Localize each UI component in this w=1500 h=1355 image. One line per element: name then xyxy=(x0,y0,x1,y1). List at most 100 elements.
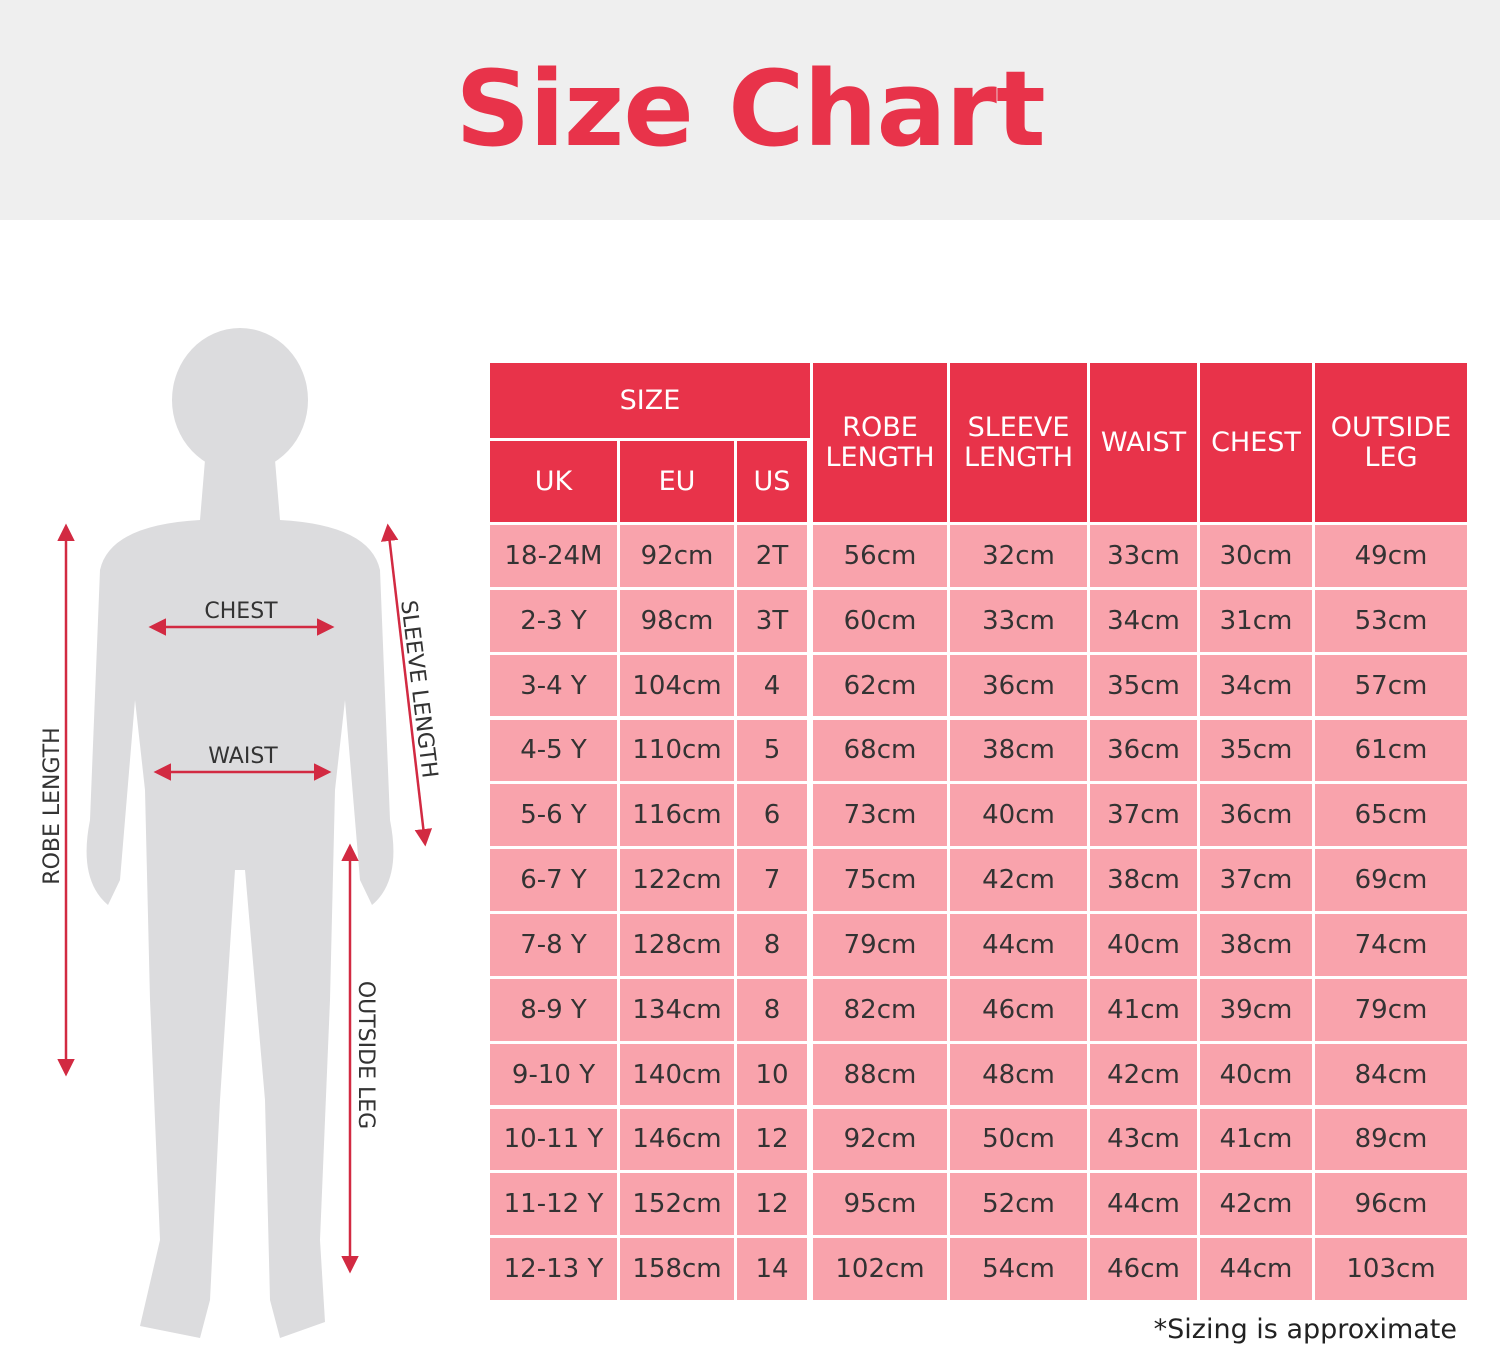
table-cell: 33cm xyxy=(1090,525,1197,587)
column-header: US xyxy=(737,441,807,522)
column-header: SLEEVE LENGTH xyxy=(950,363,1087,522)
table-cell: 8 xyxy=(737,914,807,976)
table-cell: 98cm xyxy=(620,589,734,652)
table-cell: 62cm xyxy=(813,654,947,717)
table-cell: 12 xyxy=(737,1173,807,1236)
table-cell: 75cm xyxy=(813,849,947,911)
column-header: UK xyxy=(490,441,617,522)
table-cell: 116cm xyxy=(620,784,734,847)
table-cell: 82cm xyxy=(813,978,947,1041)
table-cell: 11-12 Y xyxy=(490,1173,617,1236)
table-cell: 40cm xyxy=(950,784,1087,847)
table-cell: 35cm xyxy=(1090,654,1197,717)
table-cell: 92cm xyxy=(620,525,734,587)
table-cell: 44cm xyxy=(1200,1238,1312,1300)
table-cell: 92cm xyxy=(813,1108,947,1171)
table-cell: 54cm xyxy=(950,1238,1087,1300)
table-cell: 14 xyxy=(737,1238,807,1300)
table-cell: 56cm xyxy=(813,525,947,587)
table-cell: 8 xyxy=(737,978,807,1041)
table-cell: 5-6 Y xyxy=(490,784,617,847)
table-cell: 140cm xyxy=(620,1043,734,1106)
table-cell: 52cm xyxy=(950,1173,1087,1236)
table-cell: 34cm xyxy=(1090,589,1197,652)
table-cell: 53cm xyxy=(1315,589,1467,652)
table-cell: 38cm xyxy=(1200,914,1312,976)
label: SLEEVE LENGTH xyxy=(395,599,442,780)
table-cell: 38cm xyxy=(1090,849,1197,911)
silhouette-body xyxy=(86,460,394,1338)
table-cell: 84cm xyxy=(1315,1043,1467,1106)
column-header: OUTSIDE LEG xyxy=(1315,363,1467,522)
table-cell: 68cm xyxy=(813,719,947,782)
table-cell: 30cm xyxy=(1200,525,1312,587)
table-cell: 2T xyxy=(737,525,807,587)
table-cell: 40cm xyxy=(1200,1043,1312,1106)
table-cell: 41cm xyxy=(1090,978,1197,1041)
table-cell: 46cm xyxy=(1090,1238,1197,1300)
label: WAIST xyxy=(208,744,278,769)
table-cell: 3T xyxy=(737,589,807,652)
table-cell: 134cm xyxy=(620,978,734,1041)
table-cell: 36cm xyxy=(950,654,1087,717)
table-cell: 18-24M xyxy=(490,525,617,587)
label: ROBE LENGTH xyxy=(40,727,65,884)
table-cell: 89cm xyxy=(1315,1108,1467,1171)
table-cell: 37cm xyxy=(1090,784,1197,847)
table-cell: 44cm xyxy=(950,914,1087,976)
table-cell: 49cm xyxy=(1315,525,1467,587)
table-cell: 79cm xyxy=(1315,978,1467,1041)
table-cell: 10 xyxy=(737,1043,807,1106)
table-cell: 60cm xyxy=(813,589,947,652)
column-header: EU xyxy=(620,441,734,522)
column-header: ROBE LENGTH xyxy=(813,363,947,522)
table-cell: 79cm xyxy=(813,914,947,976)
table-cell: 46cm xyxy=(950,978,1087,1041)
table-cell: 61cm xyxy=(1315,719,1467,782)
column-header: WAIST xyxy=(1090,363,1197,522)
table-cell: 48cm xyxy=(950,1043,1087,1106)
table-cell: 128cm xyxy=(620,914,734,976)
table-cell: 44cm xyxy=(1090,1173,1197,1236)
table-cell: 69cm xyxy=(1315,849,1467,911)
table-cell: 31cm xyxy=(1200,589,1312,652)
table-cell: 7-8 Y xyxy=(490,914,617,976)
table-cell: 65cm xyxy=(1315,784,1467,847)
table-cell: 73cm xyxy=(813,784,947,847)
table-cell: 9-10 Y xyxy=(490,1043,617,1106)
table-cell: 37cm xyxy=(1200,849,1312,911)
table-cell: 41cm xyxy=(1200,1108,1312,1171)
table-cell: 110cm xyxy=(620,719,734,782)
table-cell: 36cm xyxy=(1200,784,1312,847)
table-cell: 36cm xyxy=(1090,719,1197,782)
silhouette-head xyxy=(172,328,308,472)
table-cell: 43cm xyxy=(1090,1108,1197,1171)
table-cell: 2-3 Y xyxy=(490,589,617,652)
table-cell: 158cm xyxy=(620,1238,734,1300)
table-cell: 122cm xyxy=(620,849,734,911)
table-cell: 4-5 Y xyxy=(490,719,617,782)
footnote: *Sizing is approximate xyxy=(1153,1314,1457,1345)
table-cell: 104cm xyxy=(620,654,734,717)
label: OUTSIDE LEG xyxy=(353,981,378,1129)
table-cell: 4 xyxy=(737,654,807,717)
title: Size Chart xyxy=(455,48,1045,170)
table-cell: 34cm xyxy=(1200,654,1312,717)
table-cell: 95cm xyxy=(813,1173,947,1236)
table-cell: 74cm xyxy=(1315,914,1467,976)
table-cell: 7 xyxy=(737,849,807,911)
table-cell: 50cm xyxy=(950,1108,1087,1171)
table-cell: 33cm xyxy=(950,589,1087,652)
table-cell: 12 xyxy=(737,1108,807,1171)
table-cell: 40cm xyxy=(1090,914,1197,976)
table-cell: 8-9 Y xyxy=(490,978,617,1041)
table-cell: 103cm xyxy=(1315,1238,1467,1300)
group-header: SIZE xyxy=(490,363,810,438)
table-cell: 38cm xyxy=(950,719,1087,782)
figure: CHEST WAIST ROBE LENGTH SLEEVE LENGTH OU… xyxy=(40,328,442,1338)
table-cell: 39cm xyxy=(1200,978,1312,1041)
table-cell: 12-13 Y xyxy=(490,1238,617,1300)
label: CHEST xyxy=(204,599,278,624)
table-cell: 57cm xyxy=(1315,654,1467,717)
